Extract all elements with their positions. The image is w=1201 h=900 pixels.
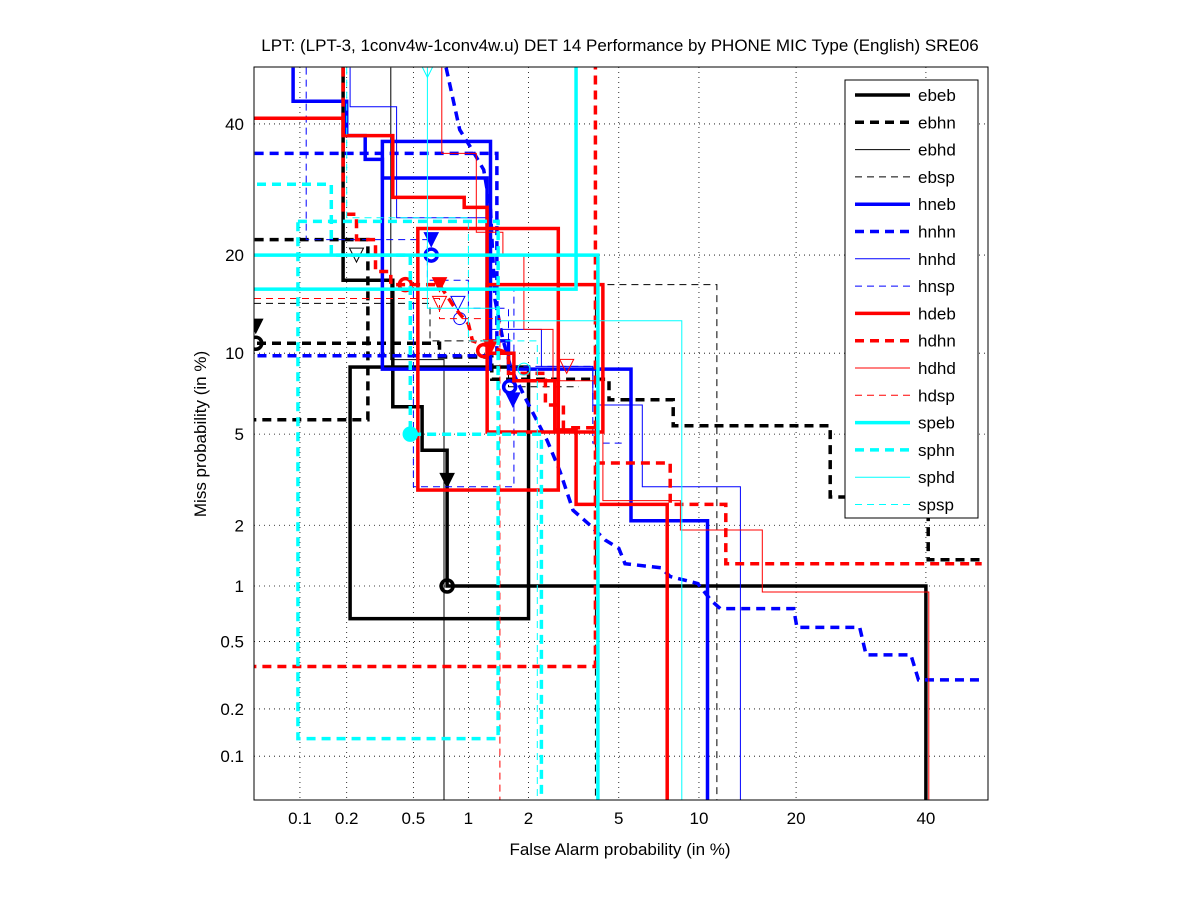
marker-triangle-hnhn [505,392,521,408]
legend-label: hdhd [918,359,956,378]
x-axis-label: False Alarm probability (in %) [509,840,730,859]
legend-label: sphn [918,441,955,460]
y-tick-label: 40 [225,115,244,134]
legend-label: speb [918,414,955,433]
y-tick-label: 1 [235,577,244,596]
x-tick-label: 0.5 [402,809,426,828]
legend-box [844,79,979,519]
det-curve-hnhd [349,67,741,800]
series-hdhn [254,67,982,669]
confidence-box-speb [254,67,578,291]
x-tick-label: 1 [464,809,473,828]
marker-triangle-hdeb [431,277,448,293]
marker-circle-sphn [402,426,419,442]
x-tick-label: 0.2 [335,809,359,828]
legend-label: spsp [918,496,954,515]
confidence-box-ebsp [594,284,718,800]
y-tick-label: 20 [225,246,244,265]
confidence-box-ebeb [348,365,531,621]
legend-label: hnsp [918,277,955,296]
chart-title: LPT: (LPT-3, 1conv4w-1conv4w.u) DET 14 P… [261,36,978,55]
y-tick-label: 2 [235,516,244,535]
marker-circle-sphd [517,362,531,376]
legend: ebeb ebhn ebhd ebsp hneb hnhn hnhd hnsp hdeb hdhn… [844,79,979,519]
legend-label: ebhn [918,113,956,132]
series-spsp [346,67,538,800]
marker-triangle-hdsp [431,295,448,312]
series-sphn [254,182,544,800]
confidence-box-hdeb [485,282,605,434]
marker-triangle-hdhn [482,339,499,356]
marker-circle-ebeb [439,578,455,594]
series-speb [254,67,600,800]
tick-labels: 0.1 0.2 0.5 1 2 5 10 20 40 0.1 0.2 0.5 1 2 5 10 20 40 [220,115,935,828]
marker-triangle-ebhn [254,318,264,335]
series-group [254,67,982,800]
x-tick-label: 0.1 [288,809,312,828]
marker-triangle-hnsp [450,295,466,312]
det-curve-hdhd [441,67,930,800]
legend-label: hdhn [918,332,956,351]
x-tick-label: 10 [689,809,708,828]
legend-label: ebhd [918,141,956,160]
marker-triangle-sphd [421,67,434,79]
det-curve-hdhn [341,67,982,566]
det-curve-sphd [426,67,683,800]
series-hnhn [254,67,982,682]
det-curve-speb [254,253,600,800]
legend-label: ebeb [918,86,956,105]
legend-label: hneb [918,195,956,214]
legend-label: hnhd [918,250,956,269]
series-sphd [421,67,683,800]
y-tick-label: 0.5 [220,633,244,652]
x-tick-label: 20 [787,809,806,828]
y-tick-label: 5 [235,425,244,444]
x-tick-label: 5 [614,809,623,828]
marker-triangle-hdsp [558,358,575,375]
det-curve-ebhn [254,341,982,562]
y-tick-label: 10 [225,344,244,363]
legend-label: hnhn [918,223,956,242]
plot-frame [253,66,989,801]
legend-label: hdeb [918,304,956,323]
confidence-box-sphn [296,219,500,741]
marker-circle-ebhn [254,335,264,352]
det-curve-spsp [346,67,538,800]
series-hdsp [254,295,575,800]
y-tick-label: 0.2 [220,700,244,719]
det-curve-hdsp [254,298,501,800]
confidence-box-hnhn [254,151,499,358]
y-tick-label: 0.1 [220,747,244,766]
series-hdhd [441,67,930,800]
legend-label: ebsp [918,168,955,187]
det-curve-hnhn [444,67,982,682]
legend-label: hdsp [918,386,955,405]
x-tick-label: 2 [524,809,533,828]
x-tick-label: 40 [916,809,935,828]
legend-label: sphd [918,468,955,487]
y-axis-label: Miss probability (in %) [191,351,210,517]
confidence-box-hdhn [254,67,598,669]
